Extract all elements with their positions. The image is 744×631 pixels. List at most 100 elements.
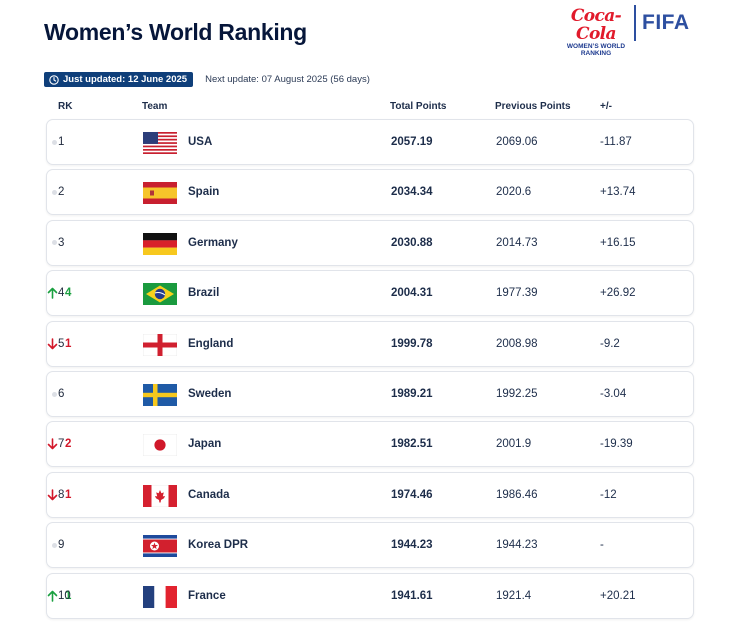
total-points: 2004.31 xyxy=(391,287,433,300)
total-points: 1982.51 xyxy=(391,438,433,451)
rank-movement-value: 1 xyxy=(65,337,72,350)
points-difference: -11.87 xyxy=(600,136,632,148)
rank-number: 3 xyxy=(58,236,65,249)
rank-movement: 2 xyxy=(47,422,87,466)
points-difference: - xyxy=(600,539,604,552)
total-points: 1944.23 xyxy=(391,539,433,552)
next-update-text: Next update: 07 August 2025 (56 days) xyxy=(205,74,370,85)
column-header-diff: +/- xyxy=(600,101,612,112)
column-header-previous-points: Previous Points xyxy=(495,101,571,112)
total-points: 1989.21 xyxy=(391,388,433,400)
sweden-flag xyxy=(143,384,177,406)
table-row[interactable]: 2 Spain 2034.34 2020.6 +13.74 xyxy=(46,169,694,216)
previous-points: 1921.4 xyxy=(496,589,532,602)
arrow-down-icon xyxy=(47,337,58,349)
rank-number: 5 xyxy=(58,337,65,350)
france-flag xyxy=(143,585,177,608)
rank-movement xyxy=(47,170,87,214)
previous-points: 1992.25 xyxy=(496,388,538,400)
rank-number: 6 xyxy=(58,388,65,400)
sponsor-logo: Coca-Cola WOMEN’S WORLD RANKING FIFA xyxy=(562,5,702,57)
arrow-down-icon xyxy=(47,488,58,501)
previous-points: 2014.73 xyxy=(496,236,538,249)
points-difference: +16.15 xyxy=(600,236,636,249)
coca-cola-logo: Coca-Cola xyxy=(570,6,622,44)
column-header-team: Team xyxy=(142,101,168,112)
rank-movement xyxy=(47,221,87,265)
japan-flag xyxy=(143,434,177,457)
column-header-total-points: Total Points xyxy=(390,101,447,112)
rank-movement-value: 2 xyxy=(65,438,72,451)
points-difference: -3.04 xyxy=(600,388,627,400)
team-name: Spain xyxy=(188,186,220,199)
points-difference: -19.39 xyxy=(600,438,633,451)
points-difference: -12 xyxy=(600,488,617,501)
team-name: USA xyxy=(188,136,213,148)
team-name: Japan xyxy=(188,438,222,451)
points-difference: -9.2 xyxy=(600,337,620,350)
rank-movement xyxy=(47,523,87,567)
table-row[interactable]: 1 USA 2057.19 2069.06 -11.87 xyxy=(46,119,694,165)
previous-points: 2020.6 xyxy=(496,186,532,199)
table-row[interactable]: 10 1 France 1941.61 1921.4 +20.21 xyxy=(46,572,694,619)
table-row[interactable]: 6 Sweden 1989.21 1992.25 -3.04 xyxy=(46,371,694,417)
rank-number: 8 xyxy=(58,488,65,501)
team-name: Korea DPR xyxy=(188,539,249,552)
team-name: France xyxy=(188,589,226,602)
previous-points: 2008.98 xyxy=(496,337,538,350)
points-difference: +20.21 xyxy=(600,589,636,602)
germany-flag xyxy=(143,232,177,255)
page-title: Women’s World Ranking xyxy=(44,19,307,45)
total-points: 1999.78 xyxy=(391,337,433,350)
team-name: England xyxy=(188,337,234,350)
rank-number: 10 xyxy=(58,589,71,602)
canada-flag xyxy=(143,484,177,507)
arrow-up-icon xyxy=(47,287,58,299)
rank-movement: 1 xyxy=(47,574,87,618)
rank-number: 2 xyxy=(58,186,65,199)
previous-points: 2069.06 xyxy=(496,136,538,148)
rank-movement: 4 xyxy=(47,271,87,315)
table-row[interactable]: 9 Korea DPR 1944.23 1944.23 - xyxy=(46,522,694,569)
rank-movement: 1 xyxy=(47,473,87,517)
previous-points: 1944.23 xyxy=(496,539,538,552)
rank-movement-value: 4 xyxy=(65,287,72,300)
clock-icon xyxy=(49,74,59,85)
rank-movement xyxy=(47,372,87,416)
points-difference: +13.74 xyxy=(600,186,636,199)
brazil-flag xyxy=(143,283,177,306)
rank-number: 9 xyxy=(58,539,65,552)
rank-movement-value: 1 xyxy=(65,589,72,602)
sponsor-subtitle-line2: RANKING xyxy=(580,50,612,57)
team-name: Germany xyxy=(188,236,238,249)
no-change-dot-icon xyxy=(52,391,57,397)
rank-number: 4 xyxy=(58,287,65,300)
team-name: Sweden xyxy=(188,388,232,400)
table-row[interactable]: 3 Germany 2030.88 2014.73 +16.15 xyxy=(46,219,694,266)
update-info: Just updated: 12 June 2025 Next update: … xyxy=(44,72,370,87)
no-change-dot-icon xyxy=(52,139,57,145)
previous-points: 1977.39 xyxy=(496,287,538,300)
total-points: 2057.19 xyxy=(391,136,433,148)
rank-number: 1 xyxy=(58,136,65,148)
fifa-logo: FIFA xyxy=(642,11,690,34)
rank-number: 7 xyxy=(58,438,65,451)
usa-flag xyxy=(143,132,177,154)
team-name: Brazil xyxy=(188,287,220,300)
sponsor-divider xyxy=(634,5,636,41)
previous-points: 1986.46 xyxy=(496,488,538,501)
korea-dpr-flag xyxy=(143,535,177,558)
points-difference: +26.92 xyxy=(600,287,636,300)
rank-movement: 1 xyxy=(47,322,87,366)
last-updated-badge: Just updated: 12 June 2025 xyxy=(44,72,194,87)
arrow-up-icon xyxy=(47,590,58,602)
column-header-rank: RK xyxy=(58,101,73,112)
total-points: 1941.61 xyxy=(391,589,433,602)
arrow-down-icon xyxy=(47,438,58,450)
no-change-dot-icon xyxy=(52,189,57,195)
total-points: 1974.46 xyxy=(391,488,433,501)
